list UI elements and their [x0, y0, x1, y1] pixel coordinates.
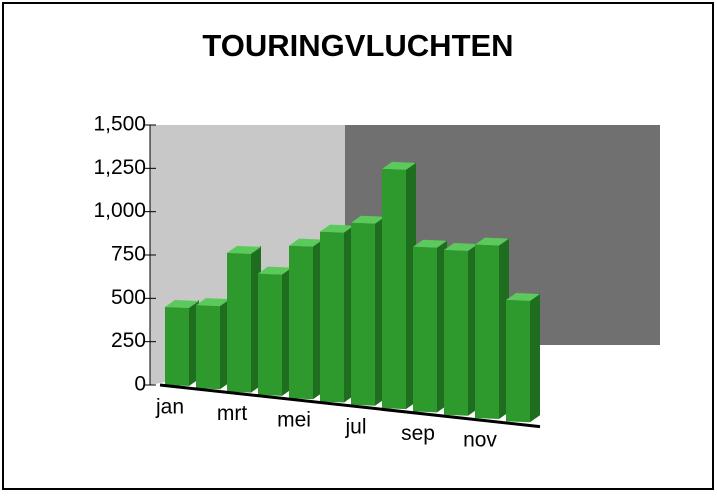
- bar-top: [382, 161, 416, 170]
- y-tick-label: 1,500: [93, 113, 146, 136]
- bar: [289, 238, 323, 400]
- bar-front: [506, 299, 530, 423]
- bar: [227, 245, 261, 393]
- bar: [351, 215, 385, 406]
- bar: [320, 224, 354, 403]
- bar-front: [258, 273, 282, 396]
- bar-top: [196, 298, 230, 307]
- bar-front: [165, 307, 189, 386]
- x-tick-label: sep: [401, 422, 435, 445]
- bar-top: [475, 237, 509, 246]
- bar: [444, 243, 478, 416]
- bar: [196, 298, 230, 390]
- bar-top: [413, 239, 447, 248]
- bar-front: [413, 246, 437, 413]
- bar-top: [444, 243, 478, 252]
- bar: [165, 300, 199, 386]
- y-tick-label: 250: [111, 329, 146, 352]
- bar-front: [351, 222, 375, 406]
- bar-front: [320, 231, 344, 403]
- bar-top: [320, 224, 354, 233]
- x-tick-label: mei: [277, 409, 311, 432]
- bar-side: [530, 292, 540, 423]
- y-tick-label: 1,000: [93, 199, 146, 222]
- bar-top: [506, 292, 540, 301]
- bar: [506, 292, 540, 423]
- bar-top: [289, 238, 323, 247]
- y-tick-label: 1,250: [93, 156, 146, 179]
- x-tick-label: mrt: [217, 402, 247, 425]
- bar: [382, 161, 416, 410]
- bar-top: [351, 215, 385, 224]
- bar-front: [196, 305, 220, 390]
- x-tick-label: jan: [155, 396, 184, 419]
- x-axis: [159, 383, 541, 429]
- bar-front: [382, 168, 406, 410]
- bar-front: [475, 244, 499, 419]
- bar: [475, 237, 509, 419]
- bar-top: [165, 300, 199, 308]
- bar-top: [258, 266, 292, 275]
- bar: [413, 239, 447, 413]
- bar-top: [227, 245, 261, 254]
- bar-front: [444, 250, 468, 416]
- x-tick-label: jul: [344, 415, 366, 438]
- bar-front: [227, 252, 251, 393]
- y-tick-label: 0: [134, 373, 146, 396]
- bar: [258, 266, 292, 396]
- y-tick-label: 500: [111, 286, 146, 309]
- bar-front: [289, 245, 313, 400]
- x-tick-label: nov: [463, 429, 497, 452]
- chart-title: TOURINGVLUCHTEN: [202, 28, 513, 63]
- y-tick-label: 750: [111, 243, 146, 266]
